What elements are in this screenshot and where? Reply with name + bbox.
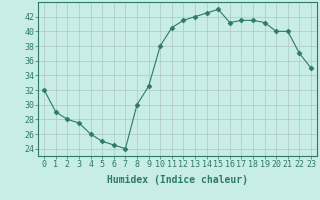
X-axis label: Humidex (Indice chaleur): Humidex (Indice chaleur) <box>107 175 248 185</box>
